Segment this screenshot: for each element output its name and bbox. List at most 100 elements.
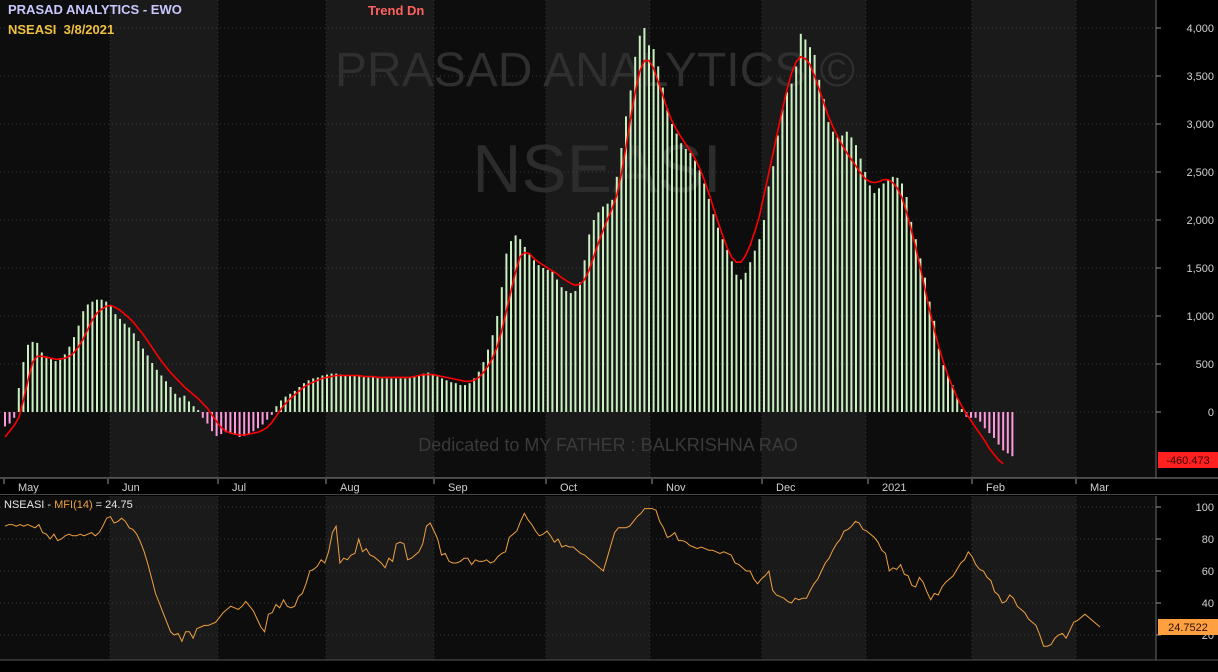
ewo-bar [974,412,977,418]
ewo-bar [970,412,972,418]
ewo-bar [270,412,273,415]
month-band [0,496,110,660]
ewo-bar [36,342,39,412]
ewo-bar [188,401,190,412]
mfi-y-tick-label: 80 [1202,534,1214,546]
ewo-bar [500,287,503,412]
ewo-bar [169,387,172,412]
ewo-bar [615,176,618,412]
ewo-bar [703,183,706,412]
month-band [866,0,972,478]
month-label: Jul [232,482,246,494]
ewo-bar [799,33,802,413]
ewo-bar [556,279,558,412]
ewo-bar [855,145,857,412]
ewo-bar [832,131,834,412]
ewo-bar [813,54,816,413]
ewo-bar [303,383,305,412]
ewo-bar [178,397,181,412]
ewo-bar [698,170,701,412]
month-label: Nov [666,482,686,494]
month-band [218,0,326,478]
ewo-bar [822,99,825,412]
ewo-bar [128,327,131,412]
ewo-bar [372,377,374,412]
month-band [1076,496,1156,660]
ewo-bar [675,133,678,412]
ewo-bar [767,186,770,412]
mfi-indicator-name: MFI(14) [54,499,93,511]
ewo-bar [165,381,167,412]
watermark-brand: PRASAD ANALYTICS © [335,44,855,97]
ewo-bar [436,376,439,412]
month-label: Sep [448,482,468,494]
ewo-bar [546,269,549,412]
ewo-bar [625,116,627,413]
ewo-bar [91,301,94,412]
ewo-y-tick-label: 0 [1208,407,1214,419]
ewo-bar [8,412,11,424]
ewo-bar [809,47,811,412]
ewo-bar [151,363,154,412]
ewo-bar [519,239,522,412]
ewo-bar [1006,412,1009,454]
ewo-bar [924,277,926,412]
ewo-bar [864,172,867,412]
mfi-line [4,508,1101,647]
ewo-bar [238,412,241,437]
ewo-bar [818,79,821,413]
month-band [546,496,650,660]
ewo-bar [744,272,747,412]
ewo-bar [427,372,430,412]
ewo-bar [804,39,807,412]
ewo-bar [496,316,499,412]
month-band [972,0,1076,478]
ewo-bar [206,412,209,424]
month-band [1076,0,1156,478]
ewo-bar [560,287,563,412]
month-band [434,496,546,660]
mfi-y-tick-label: 40 [1202,598,1214,610]
ewo-bar [979,412,982,422]
month-band [762,496,866,660]
ewo-bar [882,183,885,412]
ewo-bar [588,234,591,412]
ewo-bar [349,375,351,412]
ewo-bar [441,378,443,412]
ewo-bar [786,92,788,413]
ewo-bar [878,188,880,412]
ewo-bar [326,374,328,412]
ewo-bar [224,412,227,433]
ewo-bar [740,279,742,412]
ewo-bar [137,341,140,412]
month-label: Mar [1090,482,1109,494]
ewo-bar [477,371,480,412]
ewo-bar [13,412,16,418]
ewo-bar [119,318,121,412]
month-label: 2021 [882,482,906,494]
symbol-date-label: NSEASI 3/8/2021 [8,22,114,37]
ewo-bar [707,198,710,412]
ewo-bar [431,374,434,412]
month-band [650,496,762,660]
ewo-bar [611,199,614,412]
ewo-bar [252,412,255,432]
ewo-y-tick-label: 2,000 [1186,215,1214,227]
month-axis-bg [0,479,1218,494]
ewo-bar [45,356,48,412]
ewo-bar [666,108,669,412]
ewo-bar [275,406,278,412]
ewo-bar [1011,412,1014,457]
ewo-bar [142,348,144,412]
ewo-bar [211,412,213,432]
ewo-bar [937,348,940,412]
ewo-bar [4,412,6,427]
ewo-bar [983,412,986,429]
ewo-bar [905,197,908,412]
ewo-bar [63,354,66,412]
ewo-bar [574,291,577,412]
ewo-bar [790,83,793,412]
ewo-bar [280,400,282,412]
ewo-bar [385,378,388,412]
